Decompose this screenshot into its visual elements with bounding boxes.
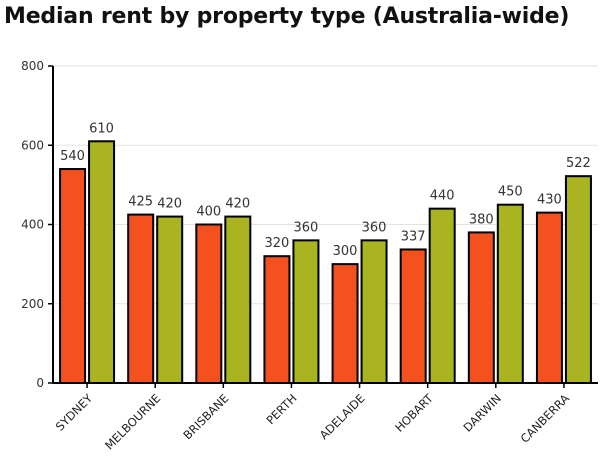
bar-canberra-2 bbox=[564, 175, 592, 384]
x-tick-label: SYDNEY bbox=[53, 391, 96, 434]
data-label: 400 bbox=[196, 205, 221, 220]
data-label: 540 bbox=[60, 149, 85, 164]
bar-perth-1 bbox=[263, 255, 291, 385]
data-label: 430 bbox=[537, 193, 562, 208]
data-label: 337 bbox=[401, 229, 426, 244]
data-label: 360 bbox=[294, 220, 319, 235]
bar-adelaide-1 bbox=[331, 263, 359, 384]
x-tick-label: MELBOURNE bbox=[102, 391, 163, 452]
data-label: 420 bbox=[157, 197, 182, 212]
data-label: 380 bbox=[469, 212, 494, 227]
data-label: 522 bbox=[566, 156, 591, 171]
data-label: 440 bbox=[430, 189, 455, 204]
bar-darwin-2 bbox=[496, 203, 524, 384]
bar-canberra-1 bbox=[535, 211, 563, 384]
bar-hobart-1 bbox=[399, 248, 427, 384]
bar-brisbane-2 bbox=[224, 215, 252, 384]
data-label: 420 bbox=[225, 197, 250, 212]
data-label: 360 bbox=[362, 220, 387, 235]
x-tick-label: PERTH bbox=[263, 391, 299, 427]
bar-brisbane-1 bbox=[195, 223, 223, 384]
bar-melbourne-1 bbox=[127, 213, 155, 384]
x-tick-label: CANBERRA bbox=[518, 391, 573, 446]
bar-sydney-1 bbox=[59, 168, 87, 384]
data-label: 320 bbox=[265, 236, 290, 251]
bar-melbourne-2 bbox=[156, 215, 184, 384]
y-tick-label: 600 bbox=[21, 138, 44, 152]
bar-adelaide-2 bbox=[360, 239, 388, 384]
y-tick-label: 400 bbox=[21, 218, 44, 232]
bars bbox=[59, 140, 592, 385]
bar-darwin-1 bbox=[467, 231, 495, 384]
bar-hobart-2 bbox=[428, 207, 456, 384]
data-label: 300 bbox=[333, 244, 358, 259]
y-tick-label: 800 bbox=[21, 59, 44, 73]
data-label: 425 bbox=[128, 195, 153, 210]
data-label: 610 bbox=[89, 121, 114, 136]
x-tick-label: ADELAIDE bbox=[317, 391, 368, 442]
bar-sydney-2 bbox=[88, 140, 116, 384]
x-tick-label: DARWIN bbox=[461, 391, 504, 434]
x-tick-label: BRISBANE bbox=[180, 391, 231, 442]
data-label: 450 bbox=[498, 185, 523, 200]
y-tick-label: 0 bbox=[36, 376, 44, 390]
bar-perth-2 bbox=[292, 239, 320, 384]
x-tick-label: HOBART bbox=[392, 391, 436, 435]
chart-title: Median rent by property type (Australia-… bbox=[4, 4, 570, 29]
y-tick-label: 200 bbox=[21, 297, 44, 311]
